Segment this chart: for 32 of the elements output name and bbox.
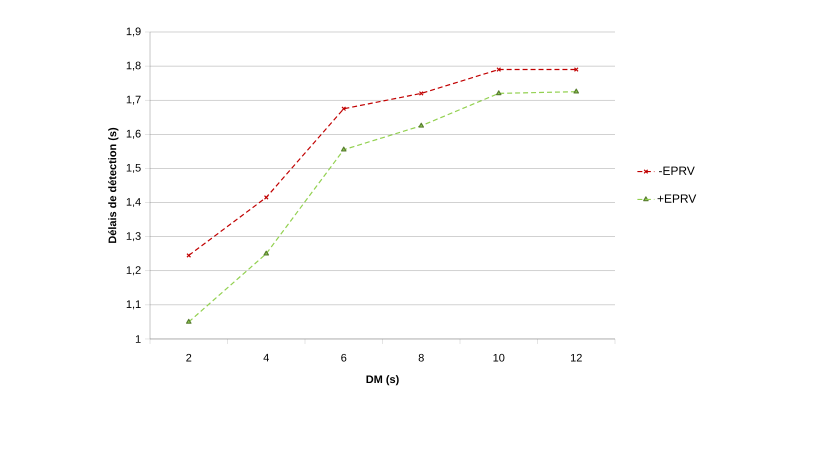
y-axis-title: Délais de détection (s) (108, 128, 118, 243)
legend-label: -EPRV (659, 166, 695, 175)
x-axis-title: DM (s) (366, 375, 399, 386)
point (418, 91, 424, 96)
x-tick-label: 8 (418, 354, 424, 362)
point (573, 88, 580, 94)
y-tick-label: 1,5 (126, 164, 141, 173)
point (418, 122, 424, 128)
x-tick-label: 2 (186, 354, 192, 362)
y-tick-label: 1,1 (126, 300, 141, 310)
point (341, 106, 346, 112)
point (574, 67, 579, 72)
legend-label: +EPRV (658, 194, 696, 203)
y-tick-label: 1 (136, 335, 141, 343)
y-tick-label: 1,3 (126, 232, 141, 242)
point (496, 67, 502, 72)
y-tick-label: 1,7 (126, 96, 141, 105)
y-tick-label: 1,8 (126, 62, 141, 71)
y-tick-label: 1,9 (126, 27, 141, 37)
x-tick-label: 6 (341, 354, 346, 362)
point (263, 250, 270, 256)
y-tick-label: 1,4 (126, 198, 141, 208)
x-tick-label: 12 (570, 354, 582, 362)
point (264, 195, 269, 200)
point (186, 318, 192, 324)
point (340, 146, 347, 152)
point (496, 90, 502, 96)
y-tick-label: 1,6 (126, 130, 141, 139)
x-tick-label: 10 (493, 354, 504, 362)
x-tick-label: 4 (263, 354, 269, 362)
y-tick-label: 1,2 (126, 266, 141, 276)
point (186, 253, 192, 258)
